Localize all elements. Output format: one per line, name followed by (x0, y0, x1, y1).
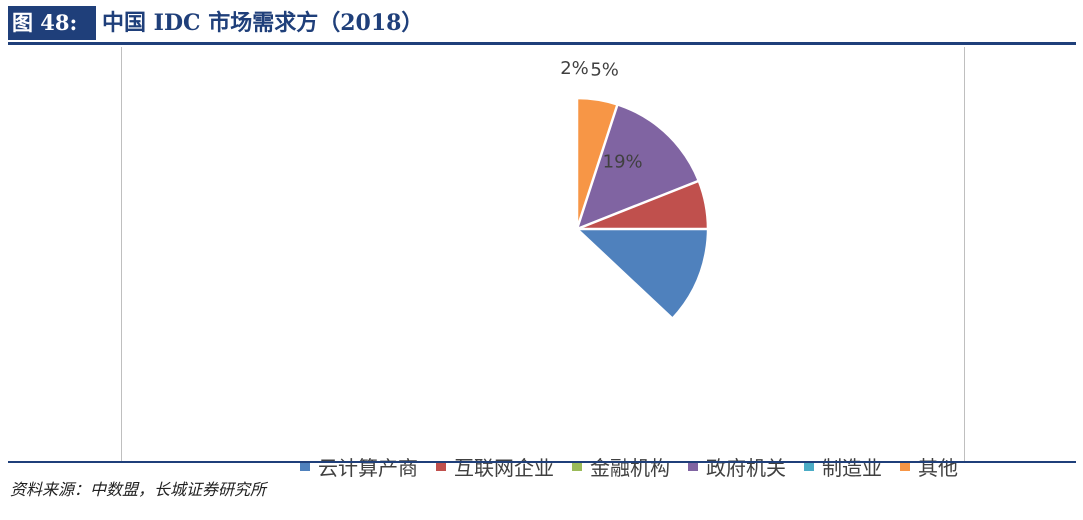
legend-item-4: 政府机关 (688, 452, 786, 481)
legend-item-2: 互联网企业 (436, 452, 554, 481)
pie-chart: 37%25%12%19%2%5% (560, 58, 710, 321)
data-label-6: 5% (590, 59, 619, 80)
legend-label: 政府机关 (706, 455, 786, 480)
legend-item-3: 金融机构 (572, 452, 670, 481)
figure-header: 图 48: 中国 IDC 市场需求方（2018） (8, 6, 1076, 42)
source-note: 资料来源：中数盟，长城证券研究所 (10, 480, 267, 499)
legend-swatch (688, 461, 698, 471)
legend-item-5: 制造业 (804, 452, 882, 481)
chart-legend: 云计算产商 互联网企业 金融机构 政府机关 制造业 其他 (300, 451, 976, 481)
pie-slice-6 (575, 96, 620, 230)
legend-swatch (900, 461, 910, 471)
data-label-4: 19% (603, 151, 643, 172)
legend-swatch (572, 461, 582, 471)
legend-swatch (804, 461, 814, 471)
legend-label: 制造业 (822, 455, 882, 480)
legend-swatch (436, 461, 446, 471)
figure-number: 图 48: (8, 6, 96, 40)
legend-label: 其他 (918, 455, 958, 480)
legend-swatch (300, 461, 310, 471)
bottom-rule (8, 461, 1076, 463)
data-label-5: 2% (560, 58, 589, 79)
legend-label: 云计算产商 (318, 455, 418, 480)
legend-label: 互联网企业 (454, 455, 554, 480)
figure-title: 中国 IDC 市场需求方（2018） (102, 10, 424, 36)
top-rule (8, 42, 1076, 45)
legend-item-6: 其他 (900, 452, 958, 481)
legend-item-1: 云计算产商 (300, 452, 418, 481)
legend-label: 金融机构 (590, 455, 670, 480)
